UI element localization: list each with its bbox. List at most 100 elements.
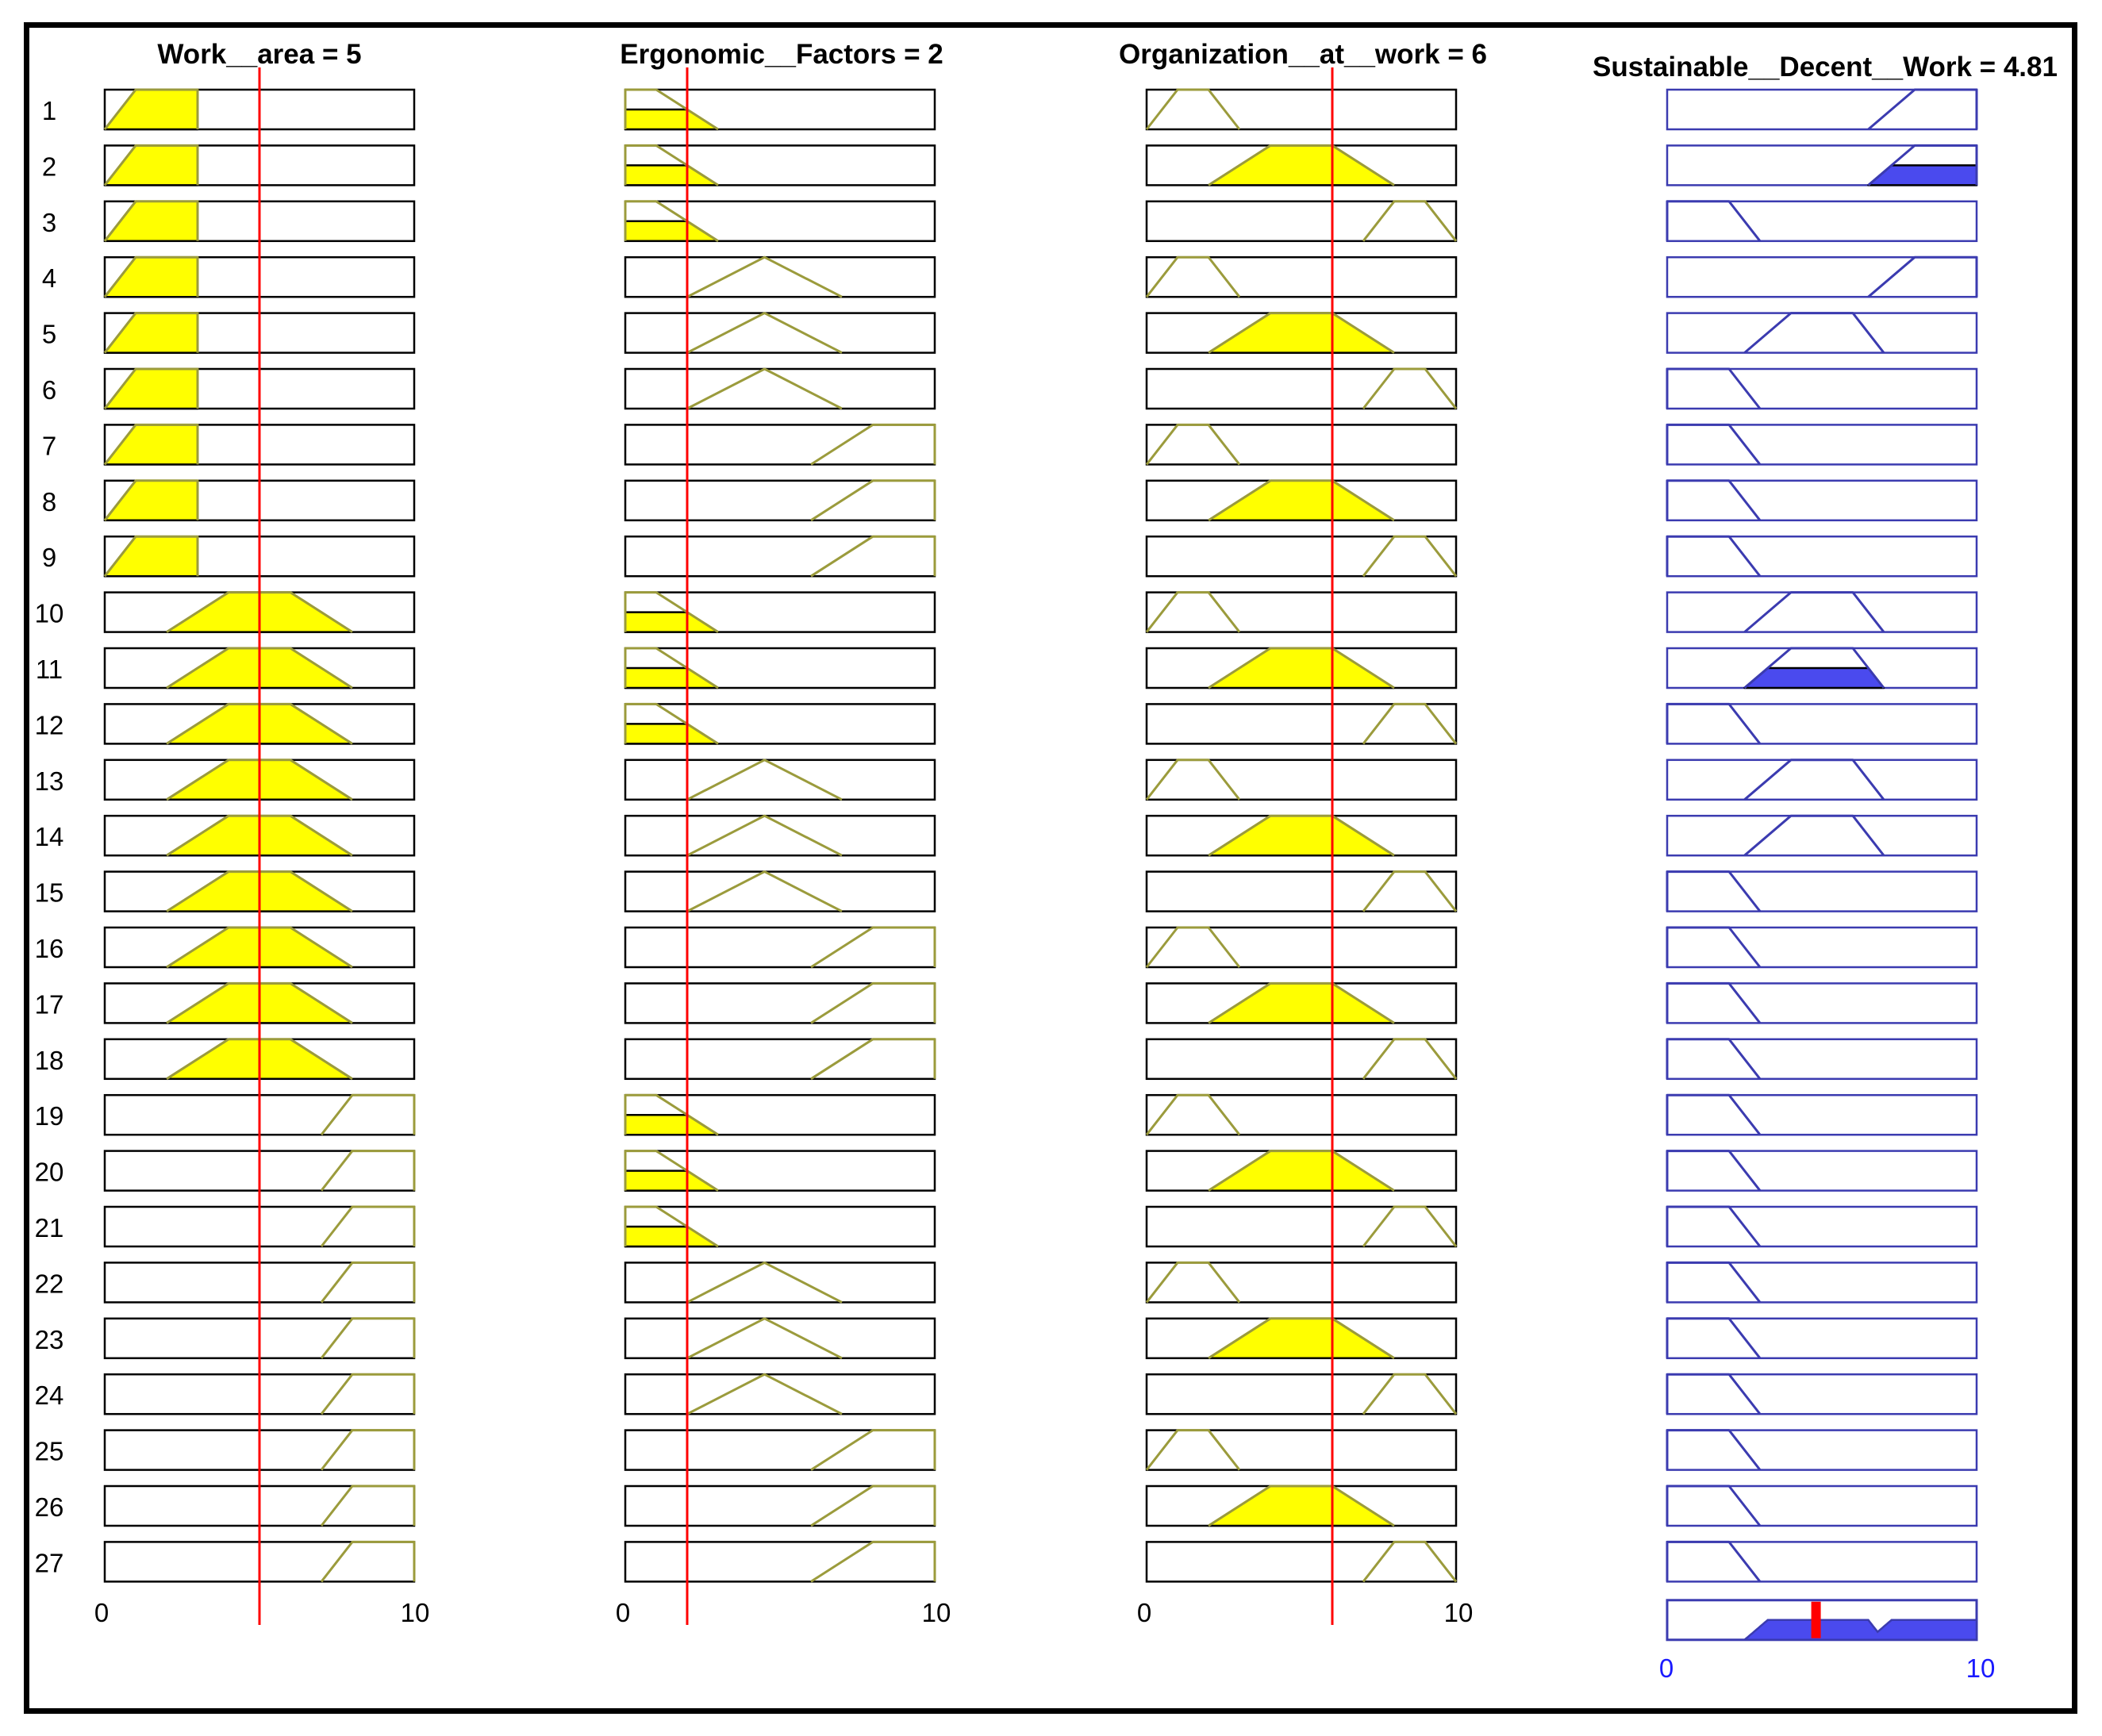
mf-box-organization [1145,1038,1458,1081]
mf-curve-work-area-low [103,88,199,130]
mf-box-output [1666,1541,1978,1583]
rule-cell-organization [1145,1373,1458,1415]
mf-curve-output-mid [1743,312,1885,354]
axis-tick-min-ergonomic: 0 [616,1598,630,1627]
mf-box-ergonomic [624,312,936,354]
rule-cell-organization [1145,1038,1458,1081]
mf-curve-organization-low [1145,926,1241,968]
mf-box-output [1666,1205,1978,1248]
rule-row: 1 [42,88,1978,131]
axis-tick-max-organization: 10 [1444,1598,1474,1627]
rule-cell-output [1666,479,1978,522]
rule-number: 11 [36,655,63,684]
rule-number: 4 [42,263,56,293]
rule-cell-organization [1145,255,1458,298]
rule-row: 24 [35,1373,1978,1415]
mf-curve-work-area-high [320,1150,416,1192]
mf-curve-organization-high [1362,1038,1458,1080]
rule-cell-organization [1145,367,1458,410]
mf-curve-organization-high [1362,1205,1458,1247]
rule-cell-ergonomic [624,926,936,969]
mf-box-output [1666,1373,1978,1415]
mf-curve-output-low [1666,1205,1762,1247]
rule-cell-organization [1145,1540,1458,1583]
rule-row: 19 [35,1093,1978,1136]
rule-cell-organization [1145,759,1458,801]
input-value-lines[interactable] [258,67,1334,1625]
rule-row: 26 [35,1484,1978,1527]
mf-box-output [1666,312,1978,354]
rule-cell-output [1666,1261,1978,1304]
title-sustainable-decent-work: Sustainable__Decent__Work = 4.81 [1593,52,2058,83]
rule-row: 25 [35,1429,1978,1471]
rule-row: 4 [42,255,1978,298]
mf-box-output [1666,926,1978,969]
rule-number: 15 [35,878,64,908]
rule-cell-output [1666,367,1978,410]
rule-cell-ergonomic [624,814,936,857]
rule-cell-output [1666,255,1978,298]
rule-cell-organization [1145,647,1458,689]
mf-curve-output-low [1666,367,1762,409]
mf-box-output [1666,759,1978,801]
rule-number: 14 [35,822,64,851]
rule-row: 7 [42,423,1978,466]
mf-box-organization [1145,759,1458,801]
mf-curve-organization-low [1145,759,1241,801]
mf-curve-output-low [1666,1261,1762,1304]
mf-box-ergonomic [624,1484,936,1527]
rule-cell-ergonomic [624,1540,936,1583]
rule-number: 24 [35,1381,64,1410]
title-organization-at-work: Organization__at__work = 6 [1119,39,1487,70]
rule-cell-organization [1145,591,1458,633]
rule-cell-ergonomic [624,535,936,578]
mf-curve-output-low [1666,423,1762,466]
rule-cell-ergonomic [624,423,936,466]
rule-number: 9 [42,543,56,572]
axis-tick-max-work-area: 10 [401,1598,430,1627]
rule-number: 26 [35,1492,64,1522]
mf-curve-work-area-low [103,144,199,186]
rule-row: 2 [42,144,1978,186]
rule-cell-output [1666,1373,1978,1415]
mf-curve-output-high [1867,255,1978,298]
rule-cell-ergonomic [624,367,936,410]
mf-box-ergonomic [624,255,936,298]
mf-box-organization [1145,367,1458,410]
mf-box-output [1666,479,1978,522]
rule-cell-ergonomic [624,1484,936,1527]
mf-curve-work-area-high [320,1429,416,1471]
mf-box-ergonomic [624,479,936,522]
rule-number: 5 [42,320,56,349]
rule-cell-organization [1145,312,1458,354]
rule-cell-organization [1145,926,1458,969]
rule-row: 6 [42,367,1978,410]
rule-cell-output [1666,1484,1978,1527]
mf-box-ergonomic [624,1373,936,1415]
mf-curve-organization-high [1362,367,1458,409]
mf-curve-organization-low [1145,88,1241,130]
mf-box-output [1666,88,1978,131]
mf-box-organization [1145,88,1458,131]
rule-rows: 1234567891011121314151617181920212223242… [35,88,1978,1583]
mf-box-organization [1145,200,1458,243]
mf-curve-output-low [1666,1484,1762,1527]
rule-cell-ergonomic [624,479,936,522]
mf-box-ergonomic [624,926,936,969]
mf-curve-ergonomic-high [810,1038,936,1081]
mf-box-ergonomic [624,759,936,801]
rule-number: 20 [35,1158,64,1187]
mf-curve-work-area-low [103,255,199,298]
window-bottom-border [24,1708,2077,1711]
mf-curve-ergonomic-mid [686,1261,843,1304]
rule-cell-output [1666,200,1978,243]
rule-cell-output [1666,981,1978,1024]
mf-curve-organization-mid [1208,1150,1395,1192]
mf-curve-ergonomic-high [810,981,936,1024]
mf-box-output [1666,367,1978,410]
mf-box-output [1666,200,1978,243]
mf-curve-work-area-high [320,1317,416,1359]
rule-row: 20 [35,1150,1978,1192]
rule-row: 13 [35,759,1978,801]
rule-cell-organization [1145,479,1458,522]
